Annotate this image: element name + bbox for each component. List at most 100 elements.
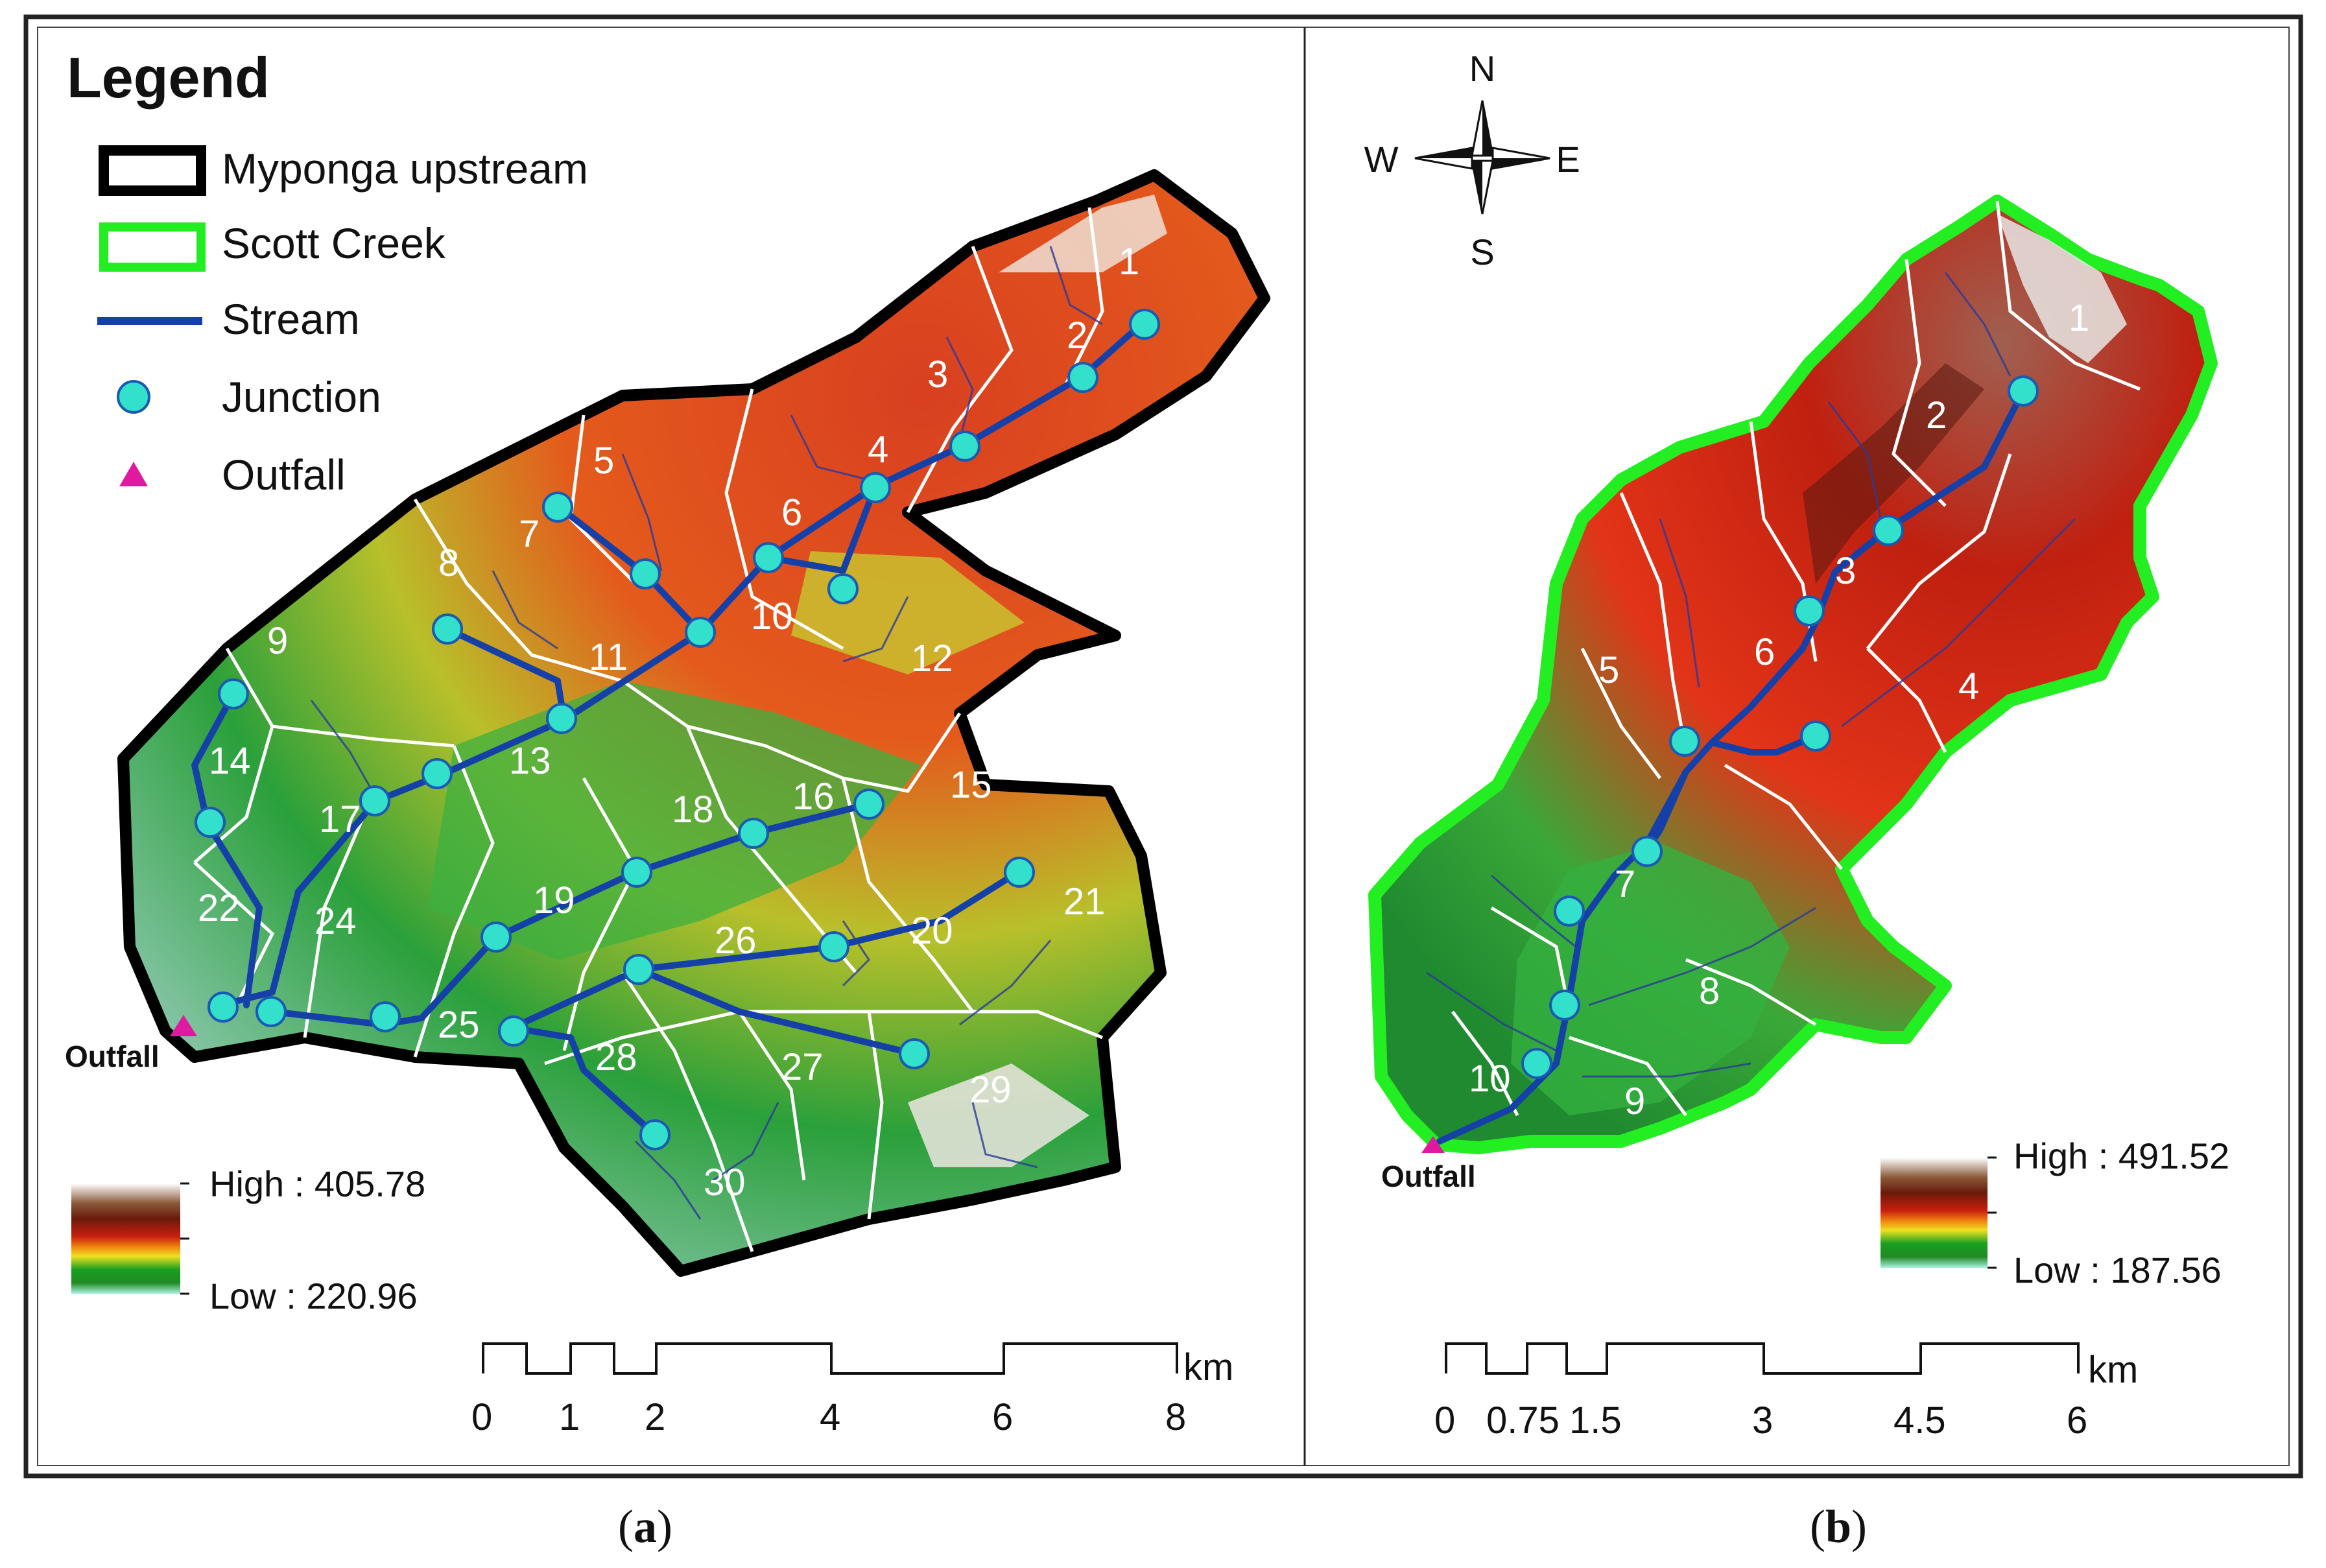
- svg-text:20: 20: [911, 910, 953, 952]
- white-peak-a-1: [999, 195, 1167, 272]
- svg-text:24: 24: [314, 900, 357, 942]
- junctions-a: [195, 309, 1160, 1150]
- svg-text:4: 4: [868, 429, 888, 471]
- caption-b: (b): [1810, 1501, 1867, 1552]
- svg-text:14: 14: [209, 740, 251, 782]
- svg-text:6: 6: [2067, 1399, 2087, 1442]
- svg-text:21: 21: [1063, 881, 1106, 923]
- svg-text:1: 1: [559, 1396, 580, 1438]
- svg-text:W: W: [1364, 139, 1399, 180]
- scale-bar-b: [1445, 1342, 2080, 1375]
- svg-text:10: 10: [751, 595, 793, 637]
- compass-rose: N S W E: [1364, 48, 1580, 272]
- legend: Legend Myponga upstream Scott Creek Stre…: [67, 45, 588, 499]
- svg-text:9: 9: [267, 620, 288, 662]
- svg-text:27: 27: [781, 1046, 824, 1088]
- svg-text:25: 25: [438, 1004, 480, 1046]
- svg-text:0: 0: [471, 1396, 492, 1438]
- panel-b-map: Outfall 1 2 3 4 5 6 7 8 9 10 N S W E: [1364, 48, 2230, 1442]
- svg-text:2: 2: [1926, 394, 1947, 436]
- figure-inner-frame: [37, 27, 2290, 1466]
- svg-text:29: 29: [969, 1069, 1012, 1111]
- svg-text:16: 16: [792, 776, 835, 818]
- svg-text:5: 5: [593, 440, 614, 482]
- svg-text:8: 8: [438, 542, 459, 584]
- svg-text:7: 7: [519, 513, 540, 555]
- outfall-marker-a: [170, 1015, 197, 1036]
- svg-text:3: 3: [1752, 1399, 1773, 1442]
- svg-text:26: 26: [715, 920, 757, 962]
- svg-text:0.75: 0.75: [1486, 1399, 1560, 1442]
- svg-text:11: 11: [589, 636, 628, 678]
- svg-text:0: 0: [1434, 1399, 1455, 1442]
- legend-label-stream: Stream: [222, 295, 360, 343]
- svg-text:4: 4: [1958, 665, 1979, 707]
- scale-ticks-a: 0 1 2 4 6 8: [471, 1396, 1186, 1438]
- svg-text:8: 8: [1699, 970, 1720, 1012]
- panel-a-map: Outfall 1 2 3 4 5 6 7 8 9 10 11 12 13 14…: [65, 169, 1270, 1438]
- green-lowland-a: [428, 681, 921, 960]
- junctions-b: [1521, 375, 2039, 1079]
- svg-text:18: 18: [672, 789, 714, 831]
- legend-swatch-junction: [117, 380, 150, 414]
- figure-frame: [23, 14, 2303, 1479]
- svg-text:8: 8: [1165, 1396, 1186, 1438]
- svg-text:6: 6: [992, 1396, 1013, 1438]
- outfall-label-b: Outfall: [1381, 1159, 1476, 1193]
- svg-text:15: 15: [950, 764, 992, 806]
- svg-text:6: 6: [1754, 631, 1775, 673]
- legend-title: Legend: [67, 45, 270, 110]
- svg-text:1: 1: [2069, 297, 2089, 339]
- white-peak-a-2: [908, 1063, 1089, 1167]
- tributaries-b: [1426, 272, 2076, 1078]
- elevation-bar-b: [1881, 1158, 1988, 1268]
- subcatchment-boundaries-b: [1451, 200, 2141, 1117]
- svg-text:4.5: 4.5: [1893, 1399, 1946, 1442]
- svg-text:9: 9: [1624, 1080, 1645, 1123]
- legend-label-myponga: Myponga upstream: [222, 145, 588, 193]
- elevation-high-b: High : 491.52: [2013, 1135, 2229, 1176]
- svg-text:10: 10: [1469, 1058, 1511, 1100]
- legend-swatch-outfall: [119, 462, 148, 486]
- svg-text:N: N: [1469, 48, 1495, 89]
- subcatchment-labels-b: 1 2 3 4 5 6 7 8 9 10: [1469, 297, 2089, 1123]
- tributaries-a: [310, 246, 1103, 1220]
- white-peak-b: [1997, 214, 2127, 363]
- elevation-bar-ticks-a: [180, 1182, 189, 1295]
- subcatchment-labels-a: 1 2 3 4 5 6 7 8 9 10 11 12 13 14 15 16 1…: [198, 241, 1139, 1204]
- svg-text:4: 4: [820, 1396, 840, 1438]
- elevation-low-b: Low : 187.56: [2013, 1250, 2222, 1290]
- elevation-low-a: Low : 220.96: [209, 1276, 418, 1316]
- svg-text:7: 7: [1615, 863, 1635, 905]
- scale-bar-a: [482, 1342, 1178, 1375]
- outfall-label-a: Outfall: [65, 1039, 160, 1073]
- elevation-bar-ticks-b: [1988, 1156, 1997, 1269]
- elevation-bar-a: [71, 1183, 180, 1294]
- svg-text:2: 2: [645, 1396, 665, 1438]
- svg-text:1: 1: [1119, 241, 1139, 283]
- svg-text:22: 22: [198, 887, 240, 929]
- legend-label-junction: Junction: [222, 373, 381, 421]
- svg-text:17: 17: [319, 798, 361, 840]
- svg-text:1.5: 1.5: [1569, 1399, 1622, 1442]
- scale-ticks-b: 0 0.75 1.5 3 4.5 6: [1434, 1399, 2087, 1442]
- scale-unit-b: km: [2088, 1349, 2138, 1391]
- svg-text:30: 30: [704, 1161, 746, 1204]
- legend-swatch-myponga: [99, 145, 206, 196]
- svg-text:5: 5: [1598, 649, 1619, 691]
- legend-label-outfall: Outfall: [222, 451, 346, 499]
- svg-text:E: E: [1556, 139, 1580, 180]
- svg-text:3: 3: [927, 353, 948, 396]
- legend-label-scott: Scott Creek: [222, 219, 446, 267]
- svg-text:6: 6: [781, 492, 802, 534]
- svg-text:3: 3: [1835, 550, 1856, 592]
- svg-text:2: 2: [1067, 315, 1087, 357]
- scale-unit-a: km: [1183, 1346, 1233, 1388]
- svg-text:13: 13: [509, 740, 551, 782]
- svg-text:S: S: [1470, 232, 1494, 272]
- elevation-high-a: High : 405.78: [209, 1163, 425, 1204]
- svg-text:28: 28: [595, 1036, 637, 1078]
- dark-ridge-b: [1803, 363, 1984, 584]
- legend-swatch-scott: [99, 222, 206, 272]
